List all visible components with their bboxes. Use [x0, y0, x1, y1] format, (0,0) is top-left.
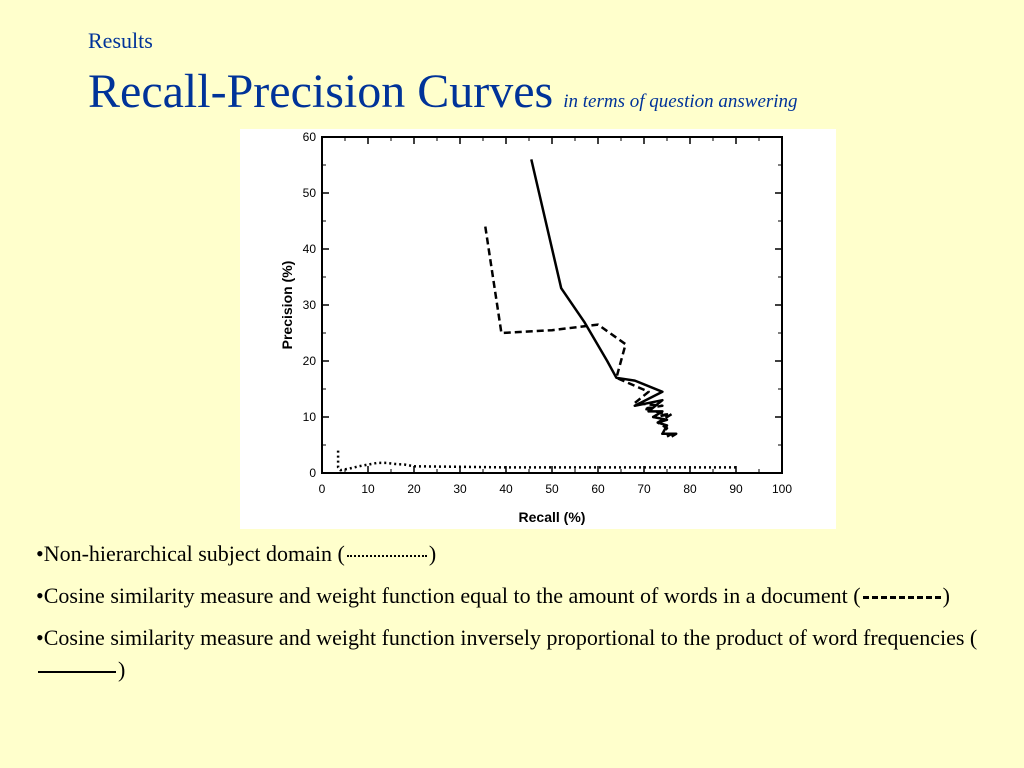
y-tick-label: 10: [303, 410, 317, 424]
x-tick-label: 100: [772, 482, 792, 496]
bullet-close: ): [942, 583, 950, 608]
x-axis-label: Recall (%): [519, 509, 586, 525]
bullet-close: ): [118, 657, 126, 682]
slide-title: Recall-Precision Curves: [88, 65, 554, 118]
bullet-text: •Non-hierarchical subject domain (: [36, 541, 345, 566]
section-label: Results: [88, 28, 153, 53]
y-tick-label: 0: [309, 466, 316, 480]
series-line-dotted: [336, 450, 736, 472]
y-tick-label: 50: [303, 186, 317, 200]
slide-subtitle: in terms of question answering: [563, 91, 798, 112]
x-tick-label: 40: [499, 482, 513, 496]
axis-ticks: 0 10 20 30 40 50 60 70 80 90 100 0 10 20 30 40 50 60: [303, 130, 793, 496]
bullet-text: •Cosine similarity measure and weight fu…: [36, 625, 978, 650]
legend-sample-dashed: [862, 596, 941, 600]
bullet-item: •Cosine similarity measure and weight fu…: [36, 622, 986, 686]
bullet-close: ): [428, 541, 437, 566]
bullet-item: •Non-hierarchical subject domain (): [36, 538, 986, 570]
y-tick-label: 30: [303, 298, 317, 312]
x-tick-label: 0: [319, 482, 326, 496]
y-tick-label: 20: [303, 354, 317, 368]
series-line-solid: [530, 159, 678, 438]
series-lines: [336, 159, 736, 472]
legend-sample-dotted: [346, 554, 427, 557]
y-axis-label: Precision (%): [279, 261, 295, 350]
x-tick-label: 60: [591, 482, 605, 496]
bullet-item: •Cosine similarity measure and weight fu…: [36, 580, 986, 612]
bullet-list: •Non-hierarchical subject domain () •Cos…: [36, 538, 986, 696]
x-tick-label: 20: [407, 482, 421, 496]
x-tick-label: 10: [361, 482, 375, 496]
x-tick-label: 90: [729, 482, 743, 496]
chart-box: 0 10 20 30 40 50 60 70 80 90 100 0 10 20 30 40 50 60 Reca…: [240, 129, 836, 529]
legend-sample-solid: [38, 670, 116, 673]
recall-precision-chart: 0 10 20 30 40 50 60 70 80 90 100 0 10 20 30 40 50 60 Reca…: [279, 130, 793, 525]
title-row: Recall-Precision Curves in terms of ques…: [88, 64, 798, 119]
x-tick-label: 80: [683, 482, 697, 496]
x-tick-label: 70: [637, 482, 651, 496]
x-tick-label: 50: [545, 482, 559, 496]
y-tick-label: 60: [303, 130, 317, 144]
x-tick-label: 30: [453, 482, 467, 496]
y-tick-label: 40: [303, 242, 317, 256]
bullet-text: •Cosine similarity measure and weight fu…: [36, 583, 861, 608]
plot-frame: [321, 136, 783, 474]
